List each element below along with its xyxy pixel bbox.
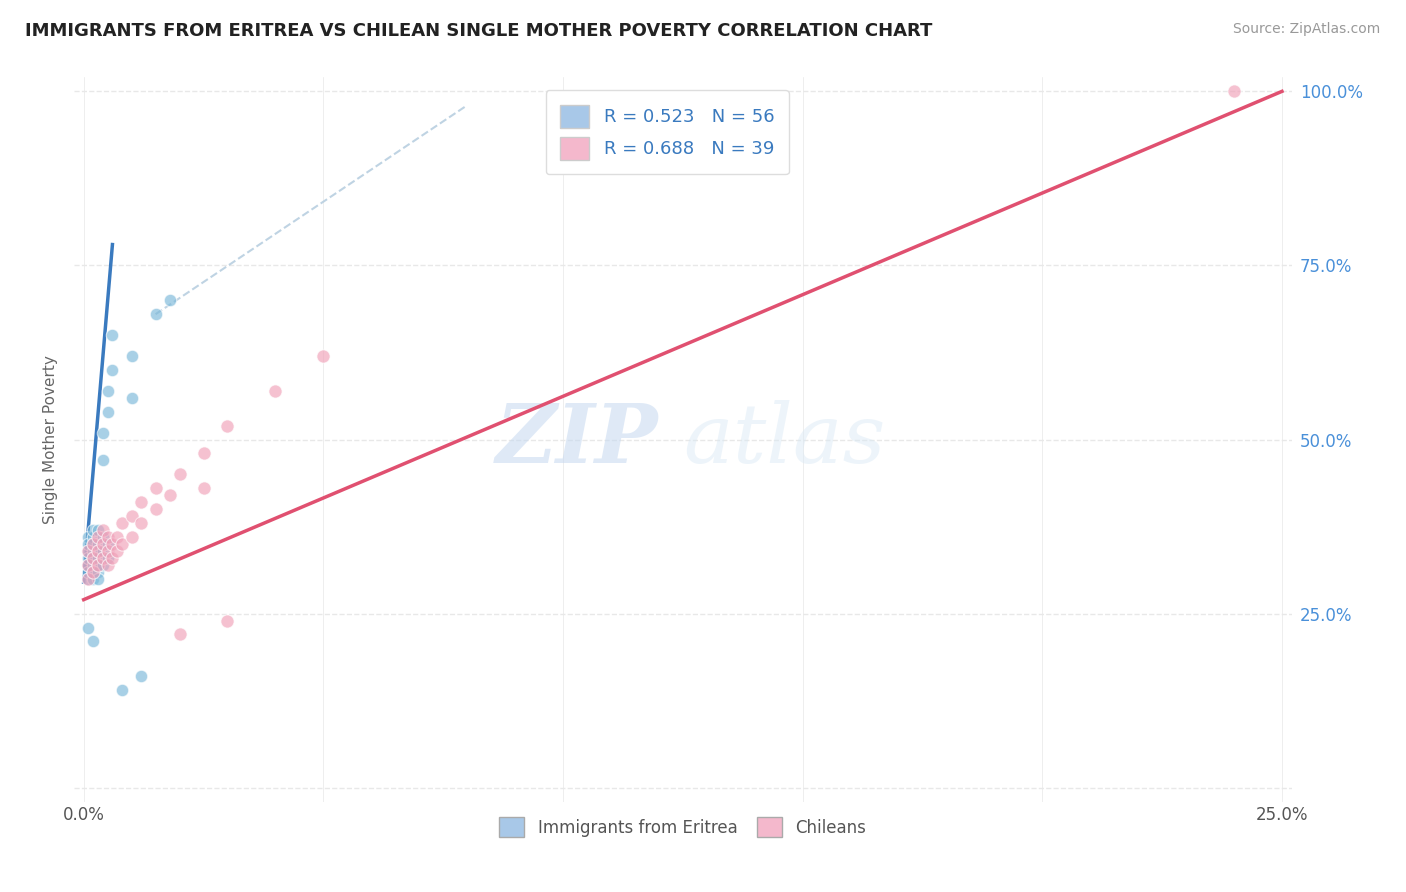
Point <box>121 391 143 405</box>
Point <box>97 537 120 551</box>
Point <box>129 495 152 509</box>
Point <box>121 349 143 363</box>
Point <box>111 537 134 551</box>
Text: atlas: atlas <box>683 400 886 480</box>
Point <box>129 516 152 530</box>
Point <box>169 467 191 482</box>
Point <box>82 550 104 565</box>
Point <box>87 530 110 544</box>
Point <box>193 446 215 460</box>
Point <box>77 537 100 551</box>
Point <box>82 572 104 586</box>
Point <box>77 558 100 572</box>
Point <box>82 634 104 648</box>
Text: ZIP: ZIP <box>496 400 658 480</box>
Legend: Immigrants from Eritrea, Chileans: Immigrants from Eritrea, Chileans <box>492 810 873 844</box>
Point <box>82 537 104 551</box>
Point <box>91 523 114 537</box>
Point <box>82 565 104 579</box>
Point <box>91 453 114 467</box>
Point <box>169 627 191 641</box>
Point <box>87 565 110 579</box>
Point <box>82 523 104 537</box>
Point <box>82 537 104 551</box>
Point <box>87 537 110 551</box>
Point <box>101 363 124 377</box>
Point <box>129 669 152 683</box>
Point <box>105 544 128 558</box>
Point <box>97 550 120 565</box>
Point <box>159 293 181 308</box>
Point <box>121 509 143 524</box>
Point <box>77 530 100 544</box>
Point <box>121 530 143 544</box>
Point <box>101 550 124 565</box>
Point <box>145 307 167 321</box>
Point <box>217 614 239 628</box>
Point <box>193 481 215 495</box>
Point <box>91 537 114 551</box>
Point <box>145 502 167 516</box>
Y-axis label: Single Mother Poverty: Single Mother Poverty <box>44 355 58 524</box>
Point <box>312 349 335 363</box>
Point <box>77 572 100 586</box>
Point <box>101 537 124 551</box>
Point <box>82 550 104 565</box>
Point <box>97 544 120 558</box>
Point <box>217 418 239 433</box>
Point <box>111 683 134 698</box>
Point <box>87 544 110 558</box>
Point <box>87 572 110 586</box>
Point <box>97 530 120 544</box>
Text: IMMIGRANTS FROM ERITREA VS CHILEAN SINGLE MOTHER POVERTY CORRELATION CHART: IMMIGRANTS FROM ERITREA VS CHILEAN SINGL… <box>25 22 932 40</box>
Point <box>77 558 100 572</box>
Point <box>97 404 120 418</box>
Point <box>1223 84 1246 98</box>
Point <box>101 328 124 343</box>
Point <box>87 523 110 537</box>
Point <box>77 550 100 565</box>
Point <box>91 550 114 565</box>
Point <box>77 620 100 634</box>
Point <box>105 530 128 544</box>
Text: Source: ZipAtlas.com: Source: ZipAtlas.com <box>1233 22 1381 37</box>
Point <box>97 384 120 398</box>
Point <box>77 544 100 558</box>
Point <box>82 558 104 572</box>
Point <box>264 384 287 398</box>
Point <box>87 550 110 565</box>
Point <box>82 565 104 579</box>
Point <box>82 544 104 558</box>
Point <box>91 544 114 558</box>
Point <box>145 481 167 495</box>
Point <box>91 558 114 572</box>
Point <box>91 530 114 544</box>
Point <box>77 572 100 586</box>
Point <box>87 558 110 572</box>
Point <box>159 488 181 502</box>
Point <box>97 558 120 572</box>
Point <box>87 558 110 572</box>
Point <box>91 425 114 440</box>
Point <box>87 544 110 558</box>
Point <box>77 565 100 579</box>
Point <box>82 530 104 544</box>
Point <box>111 516 134 530</box>
Point <box>77 544 100 558</box>
